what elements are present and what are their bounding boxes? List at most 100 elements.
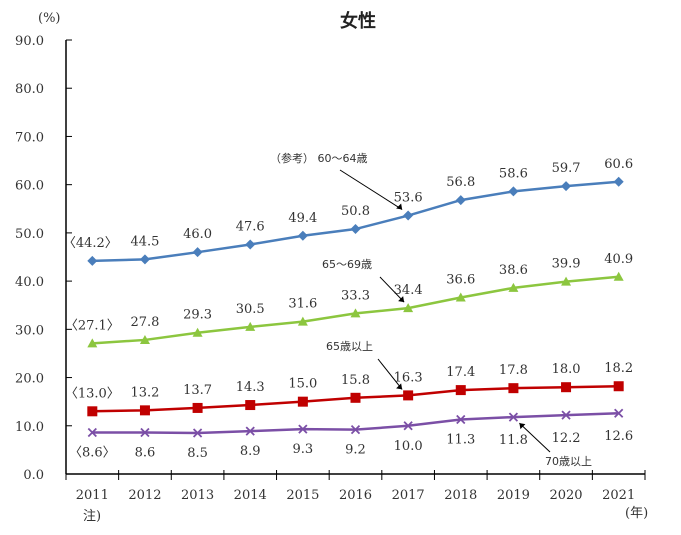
data-label: 11.3 (446, 433, 475, 448)
data-label: 〈8.6〉 (69, 446, 116, 461)
data-label: 〈13.0〉 (65, 386, 120, 401)
data-label: 16.3 (394, 370, 423, 385)
x-tick-label: 2012 (128, 488, 161, 503)
data-point (561, 382, 572, 393)
annotation-arrow (379, 276, 405, 303)
data-point (508, 412, 519, 422)
data-label: 59.7 (552, 161, 581, 176)
chart-title: 女性 (340, 10, 376, 32)
data-point (139, 405, 150, 416)
data-point (613, 271, 624, 281)
data-label: 56.8 (446, 175, 475, 190)
data-point (245, 321, 256, 331)
data-label: 13.7 (183, 383, 212, 398)
y-tick-label: 90.0 (15, 34, 44, 49)
y-tick-label: 30.0 (15, 323, 44, 338)
data-point (297, 230, 308, 241)
data-label: 15.0 (288, 377, 317, 392)
data-point (561, 181, 572, 192)
data-point (140, 427, 150, 438)
data-point (298, 424, 308, 434)
data-label: 38.6 (499, 263, 528, 278)
y-tick-label: 20.0 (15, 372, 44, 387)
data-point (403, 210, 414, 221)
series-annotation: 70歳以上 (545, 455, 592, 468)
data-point (350, 392, 361, 403)
x-tick-label: 2018 (444, 488, 477, 503)
x-tick-label: 2021 (602, 488, 635, 503)
data-point (613, 381, 624, 392)
data-point (192, 402, 203, 413)
data-point (87, 338, 98, 348)
data-label: 29.3 (183, 308, 212, 323)
data-label: 14.3 (236, 380, 265, 395)
y-axis-unit: (%) (38, 11, 61, 26)
x-tick-label: 2019 (497, 488, 530, 503)
data-point (192, 428, 203, 438)
data-point (614, 408, 624, 418)
arrow-head (396, 383, 403, 390)
data-label: 10.0 (394, 439, 423, 454)
y-tick-label: 80.0 (15, 82, 44, 97)
data-point (350, 424, 361, 435)
data-point (455, 385, 466, 396)
data-point (87, 406, 98, 417)
data-point (561, 276, 572, 286)
y-tick-label: 10.0 (15, 420, 44, 435)
data-label: 49.4 (288, 211, 317, 226)
x-tick-label: 2020 (549, 488, 582, 503)
y-tick-label: 70.0 (15, 130, 44, 145)
data-point (192, 327, 203, 337)
data-label: 9.3 (293, 442, 314, 457)
y-tick-label: 50.0 (15, 227, 44, 242)
data-label: 17.4 (446, 365, 475, 380)
data-point (403, 390, 414, 401)
x-tick-label: 2014 (234, 488, 267, 503)
data-label: 〈44.2〉 (63, 236, 118, 251)
data-label: 11.8 (499, 433, 528, 448)
data-label: 8.9 (240, 444, 261, 459)
data-point (508, 282, 519, 292)
data-label: 18.0 (552, 362, 581, 377)
y-tick-label: 60.0 (15, 179, 44, 194)
annotation-arrow (339, 169, 403, 210)
data-point (87, 255, 98, 266)
data-point (297, 316, 308, 326)
y-tick-label: 40.0 (15, 275, 44, 290)
data-point (455, 292, 466, 302)
data-label: 8.6 (135, 446, 156, 461)
data-point (508, 383, 519, 394)
data-label: 〈27.1〉 (65, 318, 120, 333)
data-point (508, 186, 519, 197)
data-label: 31.6 (288, 297, 317, 312)
data-label: 50.8 (341, 204, 370, 219)
data-label: 12.6 (604, 429, 633, 444)
data-label: 15.8 (341, 373, 370, 388)
arrow-head (396, 203, 403, 210)
data-point (245, 400, 256, 411)
data-label: 8.5 (187, 446, 208, 461)
x-axis-unit: (年) (625, 506, 648, 521)
data-point (403, 303, 414, 313)
x-tick-label: 2013 (181, 488, 214, 503)
data-point (192, 247, 203, 258)
data-label: 60.6 (604, 157, 633, 172)
x-tick-label: 2017 (392, 488, 425, 503)
x-axis-note: 注) (83, 509, 101, 524)
annotation-arrow (519, 422, 551, 453)
data-label: 17.8 (499, 363, 528, 378)
series-annotation: 65歳以上 (326, 340, 373, 353)
data-label: 36.6 (446, 273, 475, 288)
x-tick-label: 2016 (339, 488, 372, 503)
data-point (245, 426, 255, 436)
data-label: 34.4 (394, 283, 423, 298)
data-point (350, 224, 361, 235)
data-label: 46.0 (183, 227, 212, 242)
data-point (455, 195, 466, 206)
data-label: 18.2 (604, 361, 633, 376)
data-label: 40.9 (604, 252, 633, 267)
arrow-head (519, 423, 526, 430)
data-point (456, 414, 466, 425)
data-label: 9.2 (345, 443, 366, 458)
annotation-arrow (377, 358, 403, 390)
